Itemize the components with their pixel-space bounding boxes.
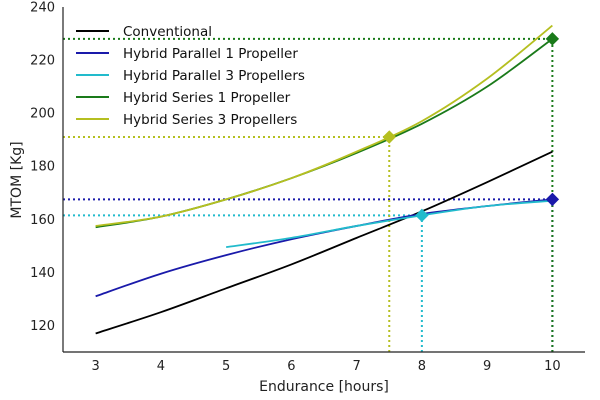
y-tick-label: 140 (30, 266, 55, 281)
legend-label-1: Conventional (123, 24, 212, 40)
legend-label-3: Hybrid Parallel 3 Propellers (123, 68, 305, 84)
series-lines (95, 24, 553, 335)
y-tick-label: 240 (30, 1, 55, 16)
x-tick-label: 10 (544, 359, 561, 374)
series-line-1 (95, 150, 553, 335)
x-tick-label: 5 (222, 359, 230, 374)
legend-label-4: Hybrid Series 1 Propeller (123, 90, 291, 106)
y-tick-label: 120 (30, 319, 55, 334)
axes (62, 7, 585, 353)
reference-lines (63, 37, 554, 352)
y-tick-labels: 120 140 160 180 200 220 240 (30, 1, 55, 334)
x-tick-label: 8 (418, 359, 426, 374)
legend-label-2: Hybrid Parallel 1 Propeller (123, 46, 298, 62)
y-tick-label: 180 (30, 160, 55, 175)
x-tick-label: 3 (91, 359, 99, 374)
x-tick-label: 9 (483, 359, 491, 374)
y-tick-label: 200 (30, 107, 55, 122)
diamond-marker-4 (545, 32, 560, 46)
y-axis-label: MTOM [Kg] (9, 141, 25, 218)
x-tick-labels: 3 4 5 6 7 8 9 10 (91, 359, 560, 374)
y-tick-label: 220 (30, 54, 55, 69)
x-tick-label: 7 (352, 359, 360, 374)
x-tick-label: 6 (287, 359, 295, 374)
marker-points (382, 32, 560, 223)
x-axis-label: Endurance [hours] (259, 379, 389, 395)
series-line-5 (95, 24, 553, 227)
diamond-marker-2 (415, 208, 429, 223)
diamond-marker-3 (545, 192, 560, 207)
y-tick-label: 160 (30, 213, 55, 228)
x-tick-label: 4 (157, 359, 165, 374)
series-line-2 (95, 198, 553, 298)
legend: Conventional Hybrid Parallel 1 Propeller H… (76, 24, 305, 128)
legend-label-5: Hybrid Series 3 Propellers (123, 112, 297, 128)
diamond-marker-1 (382, 130, 396, 144)
series-line-3 (226, 199, 553, 249)
